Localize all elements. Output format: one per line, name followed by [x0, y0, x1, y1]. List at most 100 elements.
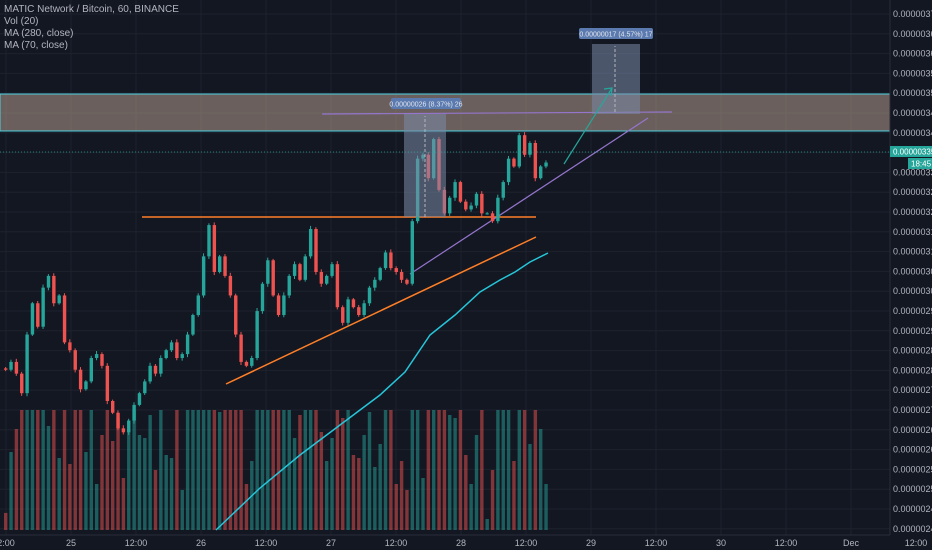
volume-bar [212, 410, 217, 530]
volume-bar [410, 410, 414, 530]
price-tick-label: 0.00000255 [893, 464, 932, 474]
candle-body [175, 342, 179, 358]
price-tick-label: 0.00000315 [893, 227, 932, 237]
candle-body [325, 275, 329, 284]
candle-body [389, 252, 393, 269]
candle-body [20, 373, 24, 394]
candle-body [14, 361, 19, 374]
volume-bar [271, 410, 275, 530]
volume-bar [464, 455, 468, 530]
time-tick-label: 27 [326, 538, 336, 548]
volume-bar [325, 461, 329, 530]
volume-bar [185, 410, 190, 530]
candle-body [490, 213, 495, 222]
price-tick-label: 0.00000260 [893, 445, 932, 455]
price-tick-label: 0.00000245 [893, 504, 932, 514]
candle-body [180, 354, 184, 358]
volume-bar [244, 484, 249, 530]
volume-bar [442, 410, 447, 530]
candle-body [378, 268, 382, 280]
orange-trend-line[interactable] [225, 236, 537, 385]
volume-bar [153, 470, 158, 530]
volume-bar [169, 458, 174, 530]
candle-body [485, 213, 489, 215]
candle-body [266, 260, 270, 284]
candle-body [111, 401, 115, 413]
candle-body [143, 381, 147, 394]
time-axis-bg[interactable] [0, 535, 890, 550]
price-tick-label: 0.00000275 [893, 385, 932, 395]
candle-body [458, 182, 463, 202]
volume-bar [116, 418, 120, 530]
candle-body [282, 295, 286, 315]
indicator-volume[interactable]: Vol (20) [4, 16, 39, 27]
volume-bar [218, 412, 222, 530]
volume-bar [485, 519, 489, 530]
price-tick-label: 0.00000295 [893, 306, 932, 316]
candle-body [298, 264, 302, 280]
current-price-value: 0.00000335 [893, 148, 932, 157]
candle-body [539, 166, 543, 179]
candle-body [116, 412, 120, 429]
measure-box-2[interactable] [592, 44, 640, 114]
volume-bar [308, 410, 313, 530]
candle-body [276, 295, 281, 315]
candle-body [271, 260, 275, 296]
time-tick-label: 12:00 [645, 538, 668, 548]
time-tick-label: 12:00 [385, 538, 408, 548]
candle-body [52, 275, 56, 304]
volume-bar [373, 467, 377, 530]
volume-bar [335, 410, 340, 530]
measure-label-bg-2 [579, 28, 653, 39]
volume-bar [303, 410, 307, 530]
volume-bar [30, 410, 35, 530]
volume-bar [351, 455, 356, 530]
current-price-tag [890, 146, 932, 157]
volume-bar [207, 410, 211, 530]
volume-bar [432, 410, 436, 530]
volume-bar [143, 438, 147, 530]
time-tick-label: 30 [716, 538, 726, 548]
candle-body [121, 428, 126, 433]
candle-body [234, 295, 238, 335]
indicator-ma70[interactable]: MA (70, close) [4, 40, 68, 51]
price-tick-label: 0.00000330 [893, 167, 932, 177]
candle-body [308, 229, 313, 257]
projection-arrow[interactable] [563, 87, 613, 165]
volume-bar [405, 490, 409, 530]
price-tick-label: 0.00000240 [893, 524, 932, 534]
price-tick-label: 0.00000320 [893, 207, 932, 217]
volume-bar [164, 455, 168, 530]
purple-trend-line[interactable] [409, 117, 649, 275]
time-tick-label: 26 [196, 538, 206, 548]
candle-body [137, 393, 142, 405]
volume-bar [539, 429, 543, 530]
symbol-title[interactable]: MATIC Network / Bitcoin, 60, BINANCE [4, 4, 179, 15]
candle-body [132, 404, 136, 421]
time-tick-label: 12:00 [515, 538, 538, 548]
volume-bar [73, 410, 77, 530]
price-axis-bg[interactable] [890, 0, 932, 550]
volume-bar [94, 484, 99, 530]
indicator-ma280[interactable]: MA (280, close) [4, 28, 74, 39]
volume-bar [196, 410, 200, 530]
volume-bar [191, 410, 195, 530]
time-tick-label: 12:00 [255, 538, 278, 548]
candle-body [501, 182, 505, 198]
volume-bar [474, 435, 479, 530]
candle-body [62, 295, 67, 343]
candlesticks [4, 132, 548, 435]
candle-body [405, 279, 409, 284]
candle-body [196, 295, 200, 315]
price-tick-label: 0.00000280 [893, 365, 932, 375]
price-tick-label: 0.00000310 [893, 247, 932, 257]
volume-bar [4, 512, 8, 530]
volume-bar [383, 410, 388, 530]
volume-bar [127, 429, 131, 530]
candle-body [448, 197, 452, 214]
price-tick-label: 0.00000350 [893, 88, 932, 98]
volume-bar [255, 410, 259, 530]
candle-body [522, 135, 527, 155]
candle-body [41, 287, 45, 327]
